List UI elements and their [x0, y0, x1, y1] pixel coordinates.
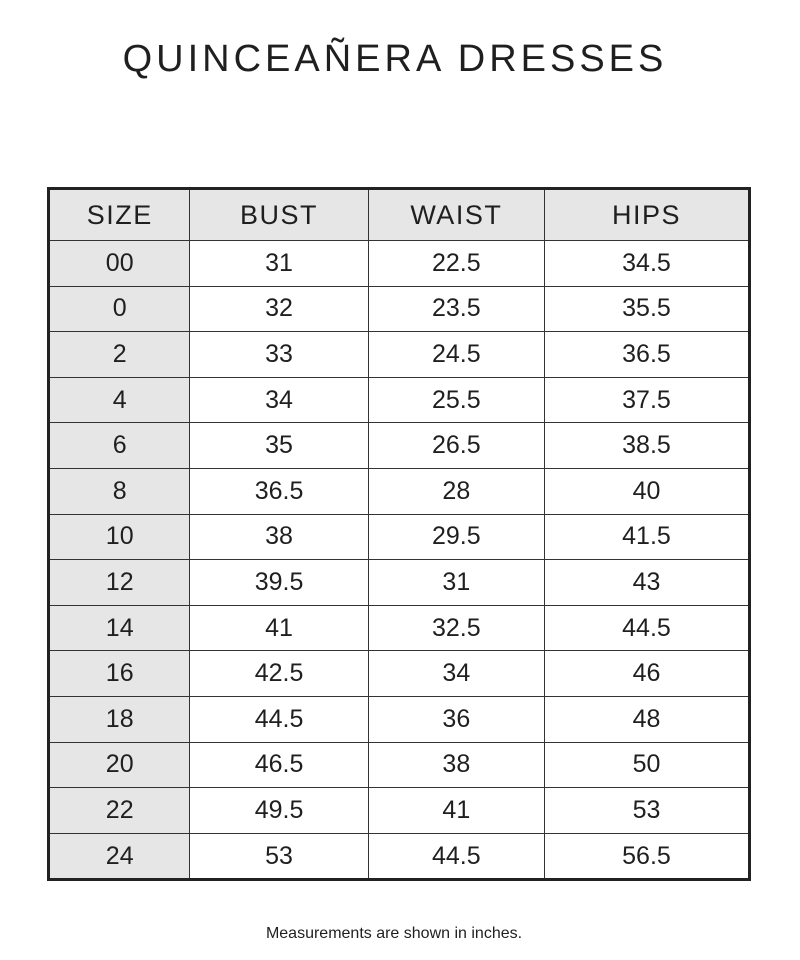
hips-cell: 36.5	[544, 331, 750, 378]
bust-cell: 38	[189, 513, 369, 561]
hips-cell: 48	[544, 695, 750, 743]
size-cell: 0	[47, 285, 191, 333]
size-cell: 8	[47, 467, 191, 515]
waist-cell: 34	[367, 650, 546, 697]
size-cell: 00	[47, 240, 191, 287]
hips-cell: 41.5	[544, 513, 750, 561]
hips-cell: 53	[544, 787, 750, 834]
footnote: Measurements are shown in inches.	[265, 925, 523, 942]
table-row: 4 34 25.5 37.5	[47, 376, 750, 424]
waist-cell: 22.5	[367, 240, 546, 287]
size-cell: 2	[47, 331, 191, 378]
table-row: 00 31 22.5 34.5	[47, 240, 750, 287]
bust-cell: 35	[189, 422, 369, 469]
size-cell: 12	[47, 559, 191, 606]
table-row: 10 38 29.5 41.5	[47, 513, 750, 561]
waist-cell: 23.5	[367, 285, 546, 333]
waist-cell: 28	[367, 467, 546, 515]
table-row: 20 46.5 38 50	[47, 741, 750, 789]
waist-cell: 29.5	[367, 513, 546, 561]
size-cell: 22	[47, 787, 191, 834]
bust-cell: 31	[189, 240, 369, 287]
bust-cell: 34	[189, 376, 369, 424]
bust-cell: 42.5	[189, 650, 369, 697]
bust-cell: 46.5	[189, 741, 369, 789]
size-cell: 10	[47, 513, 191, 561]
waist-cell: 32.5	[367, 604, 546, 652]
bust-cell: 49.5	[189, 787, 369, 834]
waist-cell: 31	[367, 559, 546, 606]
waist-cell: 36	[367, 695, 546, 743]
waist-cell: 24.5	[367, 331, 546, 378]
waist-cell: 41	[367, 787, 546, 834]
bust-cell: 41	[189, 604, 369, 652]
size-cell: 24	[47, 832, 191, 881]
size-cell: 4	[47, 376, 191, 424]
table-row: 24 53 44.5 56.5	[47, 832, 750, 881]
hips-cell: 44.5	[544, 604, 750, 652]
bust-cell: 39.5	[189, 559, 369, 606]
size-cell: 14	[47, 604, 191, 652]
table-row: 0 32 23.5 35.5	[47, 285, 750, 333]
hips-cell: 38.5	[544, 422, 750, 469]
table-row: 8 36.5 28 40	[47, 467, 750, 515]
bust-cell: 44.5	[189, 695, 369, 743]
hips-cell: 40	[544, 467, 750, 515]
hips-cell: 56.5	[544, 832, 750, 881]
waist-cell: 38	[367, 741, 546, 789]
page-title: QUINCEAÑERA DRESSES	[122, 38, 668, 80]
table-row: 16 42.5 34 46	[47, 650, 750, 697]
bust-cell: 33	[189, 331, 369, 378]
table-row: 14 41 32.5 44.5	[47, 604, 750, 652]
column-header-bust: BUST	[189, 188, 369, 241]
waist-cell: 25.5	[367, 376, 546, 424]
hips-cell: 50	[544, 741, 750, 789]
waist-cell: 44.5	[367, 832, 546, 881]
table-row: 12 39.5 31 43	[47, 559, 750, 606]
hips-cell: 46	[544, 650, 750, 697]
waist-cell: 26.5	[367, 422, 546, 469]
size-chart-table: SIZE BUST WAIST HIPS 00 31 22.5 34.5 0 32 23.5 35.…	[47, 187, 751, 882]
bust-cell: 32	[189, 285, 369, 333]
bust-cell: 36.5	[189, 467, 369, 515]
table-header-row: SIZE BUST WAIST HIPS	[47, 188, 750, 241]
hips-cell: 35.5	[544, 285, 750, 333]
hips-cell: 37.5	[544, 376, 750, 424]
size-cell: 16	[47, 650, 191, 697]
table-row: 6 35 26.5 38.5	[47, 422, 750, 469]
hips-cell: 43	[544, 559, 750, 606]
table-row: 2 33 24.5 36.5	[47, 331, 750, 378]
hips-cell: 34.5	[544, 240, 750, 287]
column-header-waist: WAIST	[367, 188, 546, 241]
table-row: 18 44.5 36 48	[47, 695, 750, 743]
bust-cell: 53	[189, 832, 369, 881]
size-cell: 6	[47, 422, 191, 469]
column-header-hips: HIPS	[544, 188, 750, 241]
table-row: 22 49.5 41 53	[47, 787, 750, 834]
column-header-size: SIZE	[47, 188, 191, 241]
size-cell: 20	[47, 741, 191, 789]
size-cell: 18	[47, 695, 191, 743]
